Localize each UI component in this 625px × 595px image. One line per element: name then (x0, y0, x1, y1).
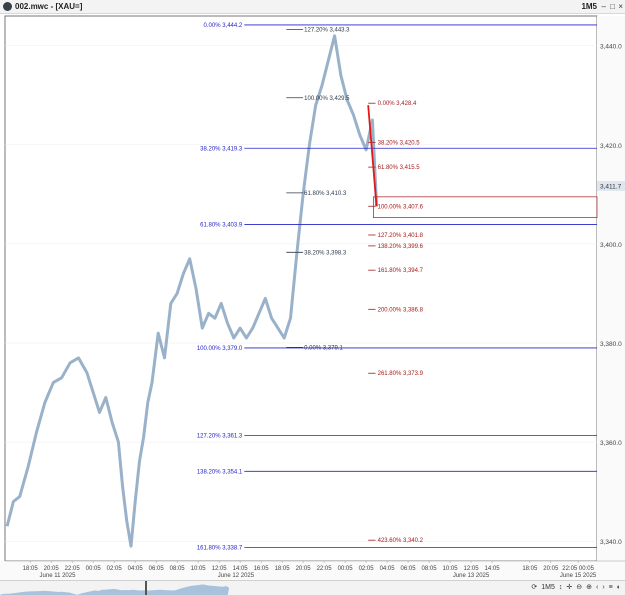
y-tick-label: 3,380.0 (600, 341, 622, 348)
fib-blue-label: 138.20% 3,354.1 (197, 469, 243, 475)
menu-icon[interactable]: ≡ (608, 584, 613, 591)
x-tick-label: 20:05 (296, 566, 312, 572)
fib-red-label: 0.00% 3,428.4 (378, 101, 417, 107)
close-icon[interactable]: × (618, 2, 623, 11)
minimize-icon[interactable]: – (601, 2, 606, 11)
timeframe-selector[interactable]: 1M5 (541, 584, 555, 591)
x-tick-label: 20:05 (543, 566, 559, 572)
crosshair-icon[interactable]: ✛ (566, 584, 573, 591)
price-axis (597, 16, 625, 561)
x-tick-label: 20:05 (44, 566, 60, 572)
x-tick-label: 08:05 (422, 566, 438, 572)
fib-dark-label: 127.20% 3,443.3 (304, 27, 350, 33)
fib-target-box (373, 196, 598, 219)
fib-dark-label: 0.00% 3,379.1 (304, 345, 343, 351)
y-tick-label: 3,360.0 (600, 440, 622, 447)
timeframe-indicator[interactable]: 1M5 (581, 2, 597, 11)
fib-blue-label: 127.20% 3,361.3 (197, 434, 243, 440)
x-tick-label: 00:05 (338, 566, 354, 572)
fib-blue-label: 161.80% 3,338.7 (197, 546, 243, 552)
zoom-out-icon[interactable]: ⊖ (576, 584, 583, 591)
last-price-label: 3,411.7 (600, 183, 622, 190)
x-tick-label: 02:05 (107, 566, 123, 572)
x-tick-label: 22:05 00:05 (562, 566, 594, 572)
palette-icon[interactable]: ◐ (616, 584, 621, 591)
last-price-marker (597, 180, 625, 191)
date-label: June 13 2025 (453, 573, 490, 579)
fib-red-label: 161.80% 3,394.7 (378, 268, 424, 274)
navigator-preview[interactable] (0, 581, 495, 595)
fib-red-label: 100.00% 3,407.6 (378, 204, 424, 210)
fib-blue-label: 100.00% 3,379.0 (197, 346, 243, 352)
x-tick-label: 10:05 (191, 566, 207, 572)
navigator-handle[interactable] (145, 581, 147, 595)
window-title: 002.mwc - [XAU=] (15, 2, 83, 11)
date-label: June 12 2025 (218, 573, 255, 579)
y-tick-label: 3,400.0 (600, 242, 622, 249)
fib-blue-label: 61.80% 3,403.9 (200, 223, 243, 229)
x-tick-label: 18:05 (522, 566, 538, 572)
plot-area (4, 15, 598, 562)
y-tick-label: 3,440.0 (600, 44, 622, 51)
x-tick-label: 08:05 (170, 566, 186, 572)
fib-dark-label: 38.20% 3,398.3 (304, 250, 347, 256)
date-label: June 11 2025 (40, 573, 77, 579)
app-logo-icon (3, 2, 12, 11)
x-tick-label: 18:05 (23, 566, 39, 572)
refresh-icon[interactable]: ⟳ (531, 584, 538, 591)
x-tick-label: 00:05 (86, 566, 102, 572)
fib-red-label: 138.20% 3,399.6 (378, 244, 424, 250)
price-line (5, 34, 379, 548)
fib-red-label: 38.20% 3,420.5 (378, 140, 421, 146)
navigator-bar[interactable]: ⟳ 1M5 ↕ ✛ ⊖ ⊕ ‹ › ≡ ◐ (0, 580, 625, 595)
time-axis (0, 561, 625, 580)
scroll-right-icon[interactable]: › (602, 584, 605, 591)
x-tick-label: 06:05 (149, 566, 165, 572)
x-tick-label: 02:05 (359, 566, 375, 572)
x-tick-label: 14:05 (233, 566, 249, 572)
x-tick-label: 16:05 (254, 566, 270, 572)
fib-red-label: 261.80% 3,373.9 (378, 371, 424, 377)
x-tick-label: 12:05 (212, 566, 228, 572)
scroll-left-icon[interactable]: ‹ (595, 584, 599, 591)
x-tick-label: 22:05 (317, 566, 333, 572)
fib-red-label: 423.60% 3,340.2 (378, 538, 424, 544)
maximize-icon[interactable]: □ (610, 2, 615, 11)
y-tick-label: 3,420.0 (600, 143, 622, 150)
fib-red-label: 200.00% 3,386.8 (378, 307, 424, 313)
zoom-in-icon[interactable]: ⊕ (586, 584, 592, 591)
date-label: June 15 2025 (560, 573, 597, 579)
x-tick-label: 14:05 (485, 566, 501, 572)
price-chart[interactable]: 3,440.0 3,420.0 3,400.0 3,380.0 3,360.0 3,340… (0, 14, 625, 580)
chart-toolbar: ⟳ 1M5 ↕ ✛ ⊖ ⊕ ‹ › ≡ ◐ (531, 581, 625, 595)
x-tick-label: 04:05 (128, 566, 144, 572)
title-bar: 002.mwc - [XAU=] 1M5 – □ × (0, 0, 625, 14)
x-tick-label: 12:05 (464, 566, 480, 572)
x-tick-label: 04:05 (380, 566, 396, 572)
y-tick-label: 3,340.0 (600, 539, 622, 546)
vertical-scale-icon[interactable]: ↕ (558, 584, 563, 591)
fib-dark-label: 61.80% 3,410.3 (304, 191, 347, 197)
fib-dark-label: 100.00% 3,429.5 (304, 96, 350, 102)
fib-blue-label: 38.20% 3,419.3 (200, 146, 243, 152)
x-tick-label: 18:05 (275, 566, 291, 572)
navigator-area (0, 584, 230, 595)
x-tick-label: 22:05 (65, 566, 81, 572)
fib-red-label: 61.80% 3,415.5 (378, 165, 421, 171)
red-leg-line (367, 105, 378, 207)
x-tick-label: 06:05 (401, 566, 417, 572)
fib-blue-label: 0.00% 3,444.2 (204, 23, 243, 29)
x-tick-label: 10:05 (443, 566, 459, 572)
fib-red-label: 127.20% 3,401.8 (378, 233, 424, 239)
